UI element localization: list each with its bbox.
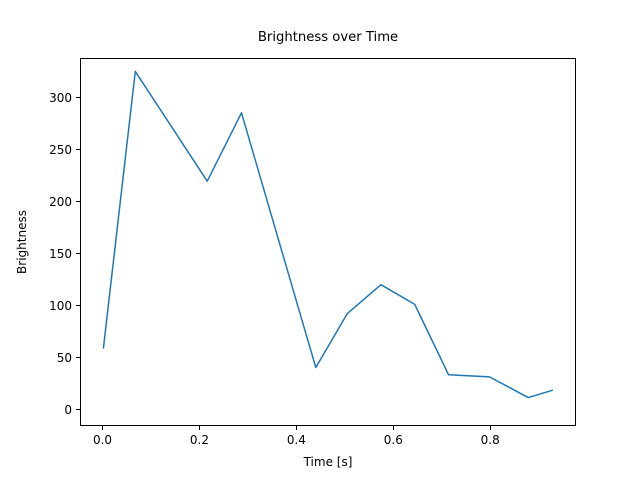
plot-area bbox=[80, 58, 576, 426]
x-tick-label: 0.4 bbox=[286, 433, 306, 447]
y-tick-label: 100 bbox=[49, 298, 72, 313]
chart-title: Brightness over Time bbox=[257, 30, 399, 45]
y-tick-mark bbox=[76, 253, 80, 255]
y-tick-mark bbox=[76, 149, 80, 151]
brightness-line bbox=[102, 70, 554, 399]
y-tick-label: 50 bbox=[56, 350, 72, 365]
y-tick-mark bbox=[76, 409, 80, 411]
x-axis-label: Time [s] bbox=[303, 455, 353, 469]
x-tick-mark bbox=[198, 426, 200, 430]
y-axis-label: Brightness bbox=[15, 210, 29, 274]
x-tick-label: 0.2 bbox=[189, 433, 209, 447]
y-tick-label: 300 bbox=[49, 90, 72, 105]
y-tick-label: 0 bbox=[64, 402, 72, 417]
y-tick-mark bbox=[76, 201, 80, 203]
x-tick-label: 0.8 bbox=[480, 433, 500, 447]
x-tick-mark bbox=[101, 426, 104, 430]
data-line-svg bbox=[102, 70, 554, 399]
y-axis-label-wrapper: Brightness bbox=[15, 210, 36, 274]
y-tick-mark bbox=[76, 305, 80, 307]
x-tick-mark bbox=[392, 426, 394, 430]
x-tick-mark bbox=[489, 426, 491, 430]
x-tick-label: 0.6 bbox=[383, 433, 403, 447]
x-tick-label: 0.0 bbox=[92, 433, 113, 447]
y-tick-label: 250 bbox=[49, 142, 72, 157]
y-tick-mark bbox=[76, 357, 80, 359]
x-tick-mark bbox=[295, 426, 297, 430]
y-tick-label: 200 bbox=[49, 194, 72, 209]
y-tick-label: 150 bbox=[49, 246, 72, 261]
y-tick-mark bbox=[76, 97, 80, 99]
